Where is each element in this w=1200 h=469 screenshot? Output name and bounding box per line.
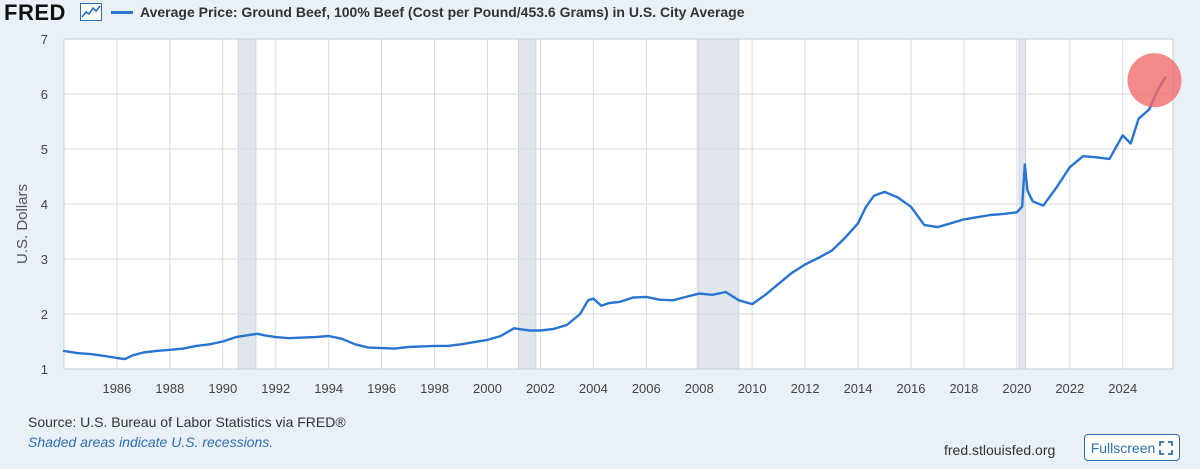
x-tick-label: 1992 — [261, 381, 290, 396]
x-tick-label: 1990 — [208, 381, 237, 396]
x-tick-label: 1998 — [420, 381, 449, 396]
site-url[interactable]: fred.stlouisfed.org — [944, 442, 1056, 458]
x-tick-label: 2002 — [526, 381, 555, 396]
x-tick-label: 2004 — [579, 381, 608, 396]
fred-graph-icon — [80, 3, 102, 21]
y-tick-label: 6 — [41, 87, 48, 102]
y-tick-label: 1 — [41, 362, 48, 377]
x-tick-label: 2020 — [1002, 381, 1031, 396]
x-tick-label: 2006 — [632, 381, 661, 396]
line-chart: 1 2 3 4 5 6 7 1986 1988 1990 1992 1994 1996 1998 2000… — [14, 32, 1182, 396]
fullscreen-label: Fullscreen — [1090, 439, 1156, 456]
recession-note: Shaded areas indicate U.S. recessions. — [28, 434, 274, 450]
chart-header: FRED Average Price: Ground Beef, 100% Be… — [0, 0, 1200, 26]
x-tick-label: 1994 — [314, 381, 343, 396]
x-tick-label: 1996 — [367, 381, 396, 396]
x-tick-label: 2016 — [897, 381, 926, 396]
x-tick-label: 2022 — [1055, 381, 1084, 396]
fullscreen-icon — [1159, 440, 1174, 455]
x-tick-label: 1988 — [155, 381, 184, 396]
highlight-marker — [1127, 53, 1182, 108]
x-tick-label: 2012 — [791, 381, 820, 396]
y-axis-ticks: 1 2 3 4 5 6 7 — [41, 32, 48, 377]
x-tick-label: 1986 — [102, 381, 131, 396]
x-axis-ticks: 1986 1988 1990 1992 1994 1996 1998 2000 2002 2004… — [102, 381, 1137, 396]
y-axis-label: U.S. Dollars — [14, 184, 31, 264]
x-tick-label: 2000 — [473, 381, 502, 396]
x-tick-label: 2018 — [949, 381, 978, 396]
fred-logo[interactable]: FRED — [4, 0, 66, 25]
series-line — [62, 76, 1167, 361]
x-tick-label: 2014 — [844, 381, 873, 396]
legend-label: Average Price: Ground Beef, 100% Beef (C… — [140, 4, 745, 20]
y-tick-label: 3 — [41, 252, 48, 267]
y-tick-label: 5 — [41, 142, 48, 157]
gridlines — [63, 38, 1174, 370]
series-lines — [62, 76, 1167, 361]
highlight-circle — [1127, 53, 1182, 108]
legend-swatch — [111, 11, 133, 14]
source-note: Source: U.S. Bureau of Labor Statistics … — [28, 414, 346, 430]
y-tick-label: 4 — [41, 197, 48, 212]
y-tick-label: 7 — [41, 32, 48, 47]
y-tick-label: 2 — [41, 307, 48, 322]
x-tick-label: 2024 — [1108, 381, 1137, 396]
x-tick-label: 2008 — [685, 381, 714, 396]
plot-border — [63, 38, 1174, 370]
x-tick-label: 2010 — [738, 381, 767, 396]
fullscreen-button[interactable]: Fullscreen — [1084, 434, 1180, 461]
